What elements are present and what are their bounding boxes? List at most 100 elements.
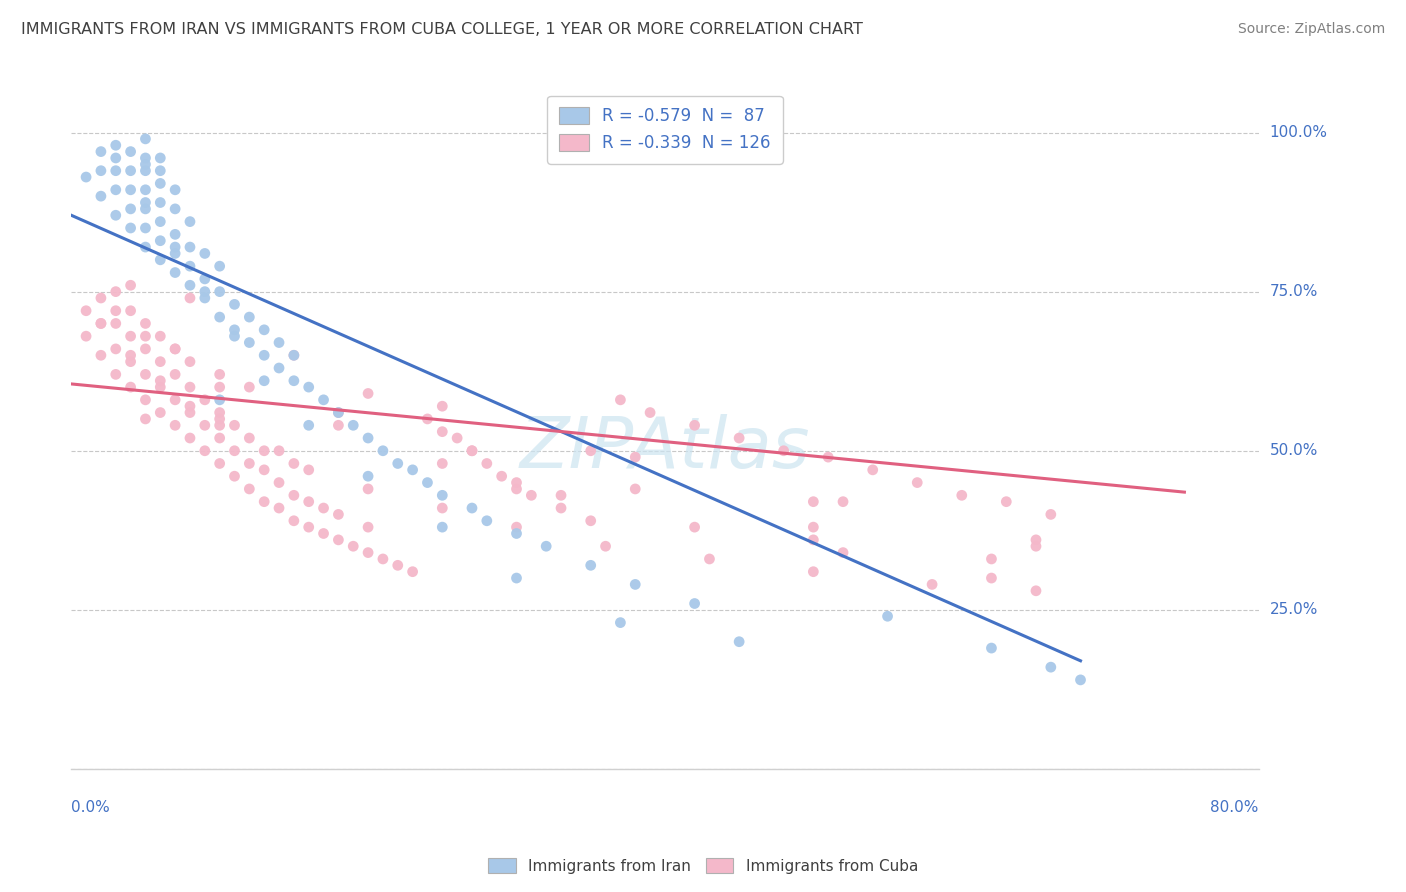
Point bbox=[550, 501, 572, 516]
Point bbox=[208, 406, 231, 420]
Point bbox=[208, 368, 231, 382]
Point bbox=[921, 577, 943, 591]
Point bbox=[120, 354, 142, 368]
Point bbox=[253, 348, 276, 362]
Point bbox=[728, 634, 751, 648]
Point bbox=[120, 183, 142, 197]
Point bbox=[579, 443, 602, 458]
Point bbox=[149, 374, 172, 388]
Point bbox=[446, 431, 468, 445]
Point bbox=[120, 380, 142, 394]
Point bbox=[194, 285, 217, 299]
Point bbox=[253, 323, 276, 337]
Point bbox=[194, 291, 217, 305]
Point bbox=[90, 291, 112, 305]
Point bbox=[801, 520, 824, 534]
Point bbox=[149, 252, 172, 267]
Point bbox=[328, 508, 350, 522]
Point bbox=[90, 163, 112, 178]
Point bbox=[165, 227, 187, 242]
Point bbox=[134, 317, 156, 331]
Point bbox=[432, 520, 454, 534]
Point bbox=[1070, 673, 1092, 687]
Point bbox=[238, 380, 260, 394]
Point bbox=[298, 418, 321, 433]
Point bbox=[238, 335, 260, 350]
Point bbox=[371, 443, 394, 458]
Point bbox=[683, 418, 706, 433]
Point bbox=[624, 577, 647, 591]
Point bbox=[298, 463, 321, 477]
Point bbox=[683, 520, 706, 534]
Text: Source: ZipAtlas.com: Source: ZipAtlas.com bbox=[1237, 22, 1385, 37]
Point bbox=[267, 443, 290, 458]
Point bbox=[75, 170, 97, 185]
Point bbox=[267, 361, 290, 376]
Text: 50.0%: 50.0% bbox=[1270, 443, 1317, 458]
Point bbox=[1039, 660, 1062, 674]
Point bbox=[683, 597, 706, 611]
Point bbox=[283, 348, 305, 362]
Point bbox=[579, 558, 602, 573]
Point bbox=[416, 475, 439, 490]
Point bbox=[149, 195, 172, 210]
Point bbox=[283, 457, 305, 471]
Point bbox=[432, 399, 454, 413]
Point bbox=[328, 406, 350, 420]
Point bbox=[401, 463, 423, 477]
Point bbox=[149, 177, 172, 191]
Point bbox=[238, 431, 260, 445]
Point bbox=[165, 266, 187, 280]
Point bbox=[165, 418, 187, 433]
Point bbox=[104, 317, 127, 331]
Point bbox=[120, 202, 142, 216]
Point bbox=[283, 348, 305, 362]
Point bbox=[267, 501, 290, 516]
Point bbox=[104, 138, 127, 153]
Point bbox=[638, 406, 661, 420]
Point bbox=[165, 240, 187, 254]
Point bbox=[208, 457, 231, 471]
Point bbox=[120, 145, 142, 159]
Point bbox=[357, 469, 380, 483]
Point bbox=[179, 354, 201, 368]
Point bbox=[491, 469, 513, 483]
Point bbox=[817, 450, 839, 464]
Point bbox=[905, 475, 928, 490]
Point bbox=[208, 412, 231, 426]
Point bbox=[194, 443, 217, 458]
Point bbox=[432, 488, 454, 502]
Point bbox=[534, 539, 557, 553]
Point bbox=[298, 494, 321, 508]
Point bbox=[995, 494, 1018, 508]
Point bbox=[104, 183, 127, 197]
Point bbox=[862, 463, 884, 477]
Point bbox=[120, 329, 142, 343]
Point bbox=[104, 342, 127, 356]
Text: 0.0%: 0.0% bbox=[72, 799, 110, 814]
Point bbox=[357, 520, 380, 534]
Legend: Immigrants from Iran, Immigrants from Cuba: Immigrants from Iran, Immigrants from Cu… bbox=[482, 852, 924, 880]
Point bbox=[149, 151, 172, 165]
Point bbox=[342, 418, 364, 433]
Point bbox=[801, 533, 824, 547]
Point bbox=[505, 571, 527, 585]
Point bbox=[416, 412, 439, 426]
Point bbox=[179, 406, 201, 420]
Point bbox=[699, 552, 721, 566]
Point bbox=[357, 386, 380, 401]
Point bbox=[387, 558, 409, 573]
Point bbox=[149, 354, 172, 368]
Point bbox=[104, 208, 127, 222]
Point bbox=[371, 552, 394, 566]
Point bbox=[179, 380, 201, 394]
Point bbox=[179, 431, 201, 445]
Point bbox=[253, 443, 276, 458]
Point bbox=[1025, 583, 1047, 598]
Point bbox=[120, 163, 142, 178]
Point bbox=[1025, 533, 1047, 547]
Point bbox=[120, 221, 142, 235]
Point bbox=[432, 425, 454, 439]
Point bbox=[179, 399, 201, 413]
Point bbox=[328, 406, 350, 420]
